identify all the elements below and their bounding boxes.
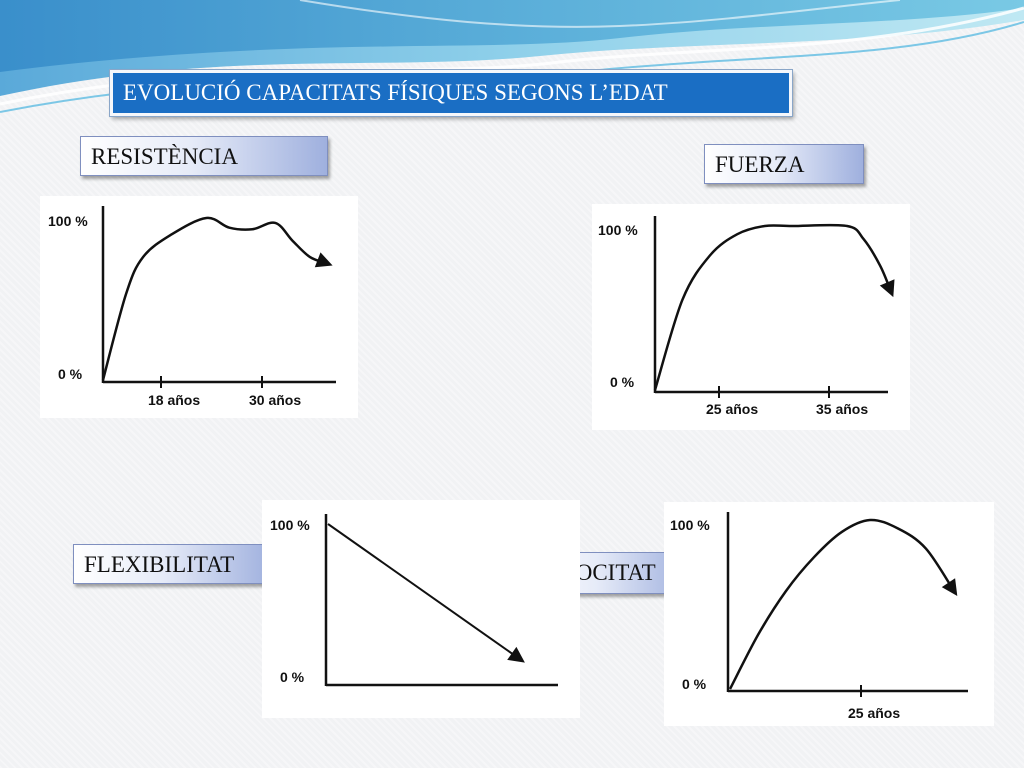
label-fuerza: FUERZA xyxy=(704,144,864,184)
chart-fuerza: 100 % 0 % 25 años 35 años xyxy=(598,216,895,417)
y-tick-label-0: 0 % xyxy=(610,374,635,390)
x-tick-label-18: 18 años xyxy=(148,392,200,408)
y-tick-label-100: 100 % xyxy=(598,222,638,238)
chart-panel-velocitat: 100 % 0 % 25 años xyxy=(664,502,994,726)
x-tick-label-25: 25 años xyxy=(848,705,900,721)
x-tick-label-30: 30 años xyxy=(249,392,301,408)
chart-velocitat: 100 % 0 % 25 años xyxy=(670,512,968,721)
chart-panel-fuerza: 100 % 0 % 25 años 35 años xyxy=(592,204,910,430)
y-tick-label-0: 0 % xyxy=(280,669,305,685)
chart-flexibilitat: 100 % 0 % xyxy=(270,514,558,687)
y-tick-label-100: 100 % xyxy=(48,213,88,229)
y-tick-label-0: 0 % xyxy=(682,676,707,692)
chart-resistencia: 100 % 0 % 18 años 30 años xyxy=(48,206,336,408)
chart-panel-flexibilitat: 100 % 0 % xyxy=(262,500,580,718)
label-flexibilitat: FLEXIBILITAT xyxy=(73,544,273,584)
slide-title: EVOLUCIÓ CAPACITATS FÍSIQUES SEGONS L’ED… xyxy=(109,69,793,117)
header-waves xyxy=(0,0,1024,113)
y-tick-label-0: 0 % xyxy=(58,366,83,382)
chart-panel-resistencia: 100 % 0 % 18 años 30 años xyxy=(40,196,358,418)
y-tick-label-100: 100 % xyxy=(270,517,310,533)
y-tick-label-100: 100 % xyxy=(670,517,710,533)
curve-flexibilitat xyxy=(327,523,521,661)
arrow-velocitat xyxy=(941,578,958,596)
arrow-fuerza xyxy=(879,279,895,298)
arrow-resistencia xyxy=(314,252,333,268)
label-resistencia: RESISTÈNCIA xyxy=(80,136,328,176)
curve-velocitat xyxy=(728,518,956,690)
curve-resistencia xyxy=(101,216,328,381)
x-tick-label-35: 35 años xyxy=(816,401,868,417)
x-tick-label-25: 25 años xyxy=(706,401,758,417)
curve-fuerza xyxy=(653,223,893,391)
arrow-flexibilitat xyxy=(507,646,525,663)
